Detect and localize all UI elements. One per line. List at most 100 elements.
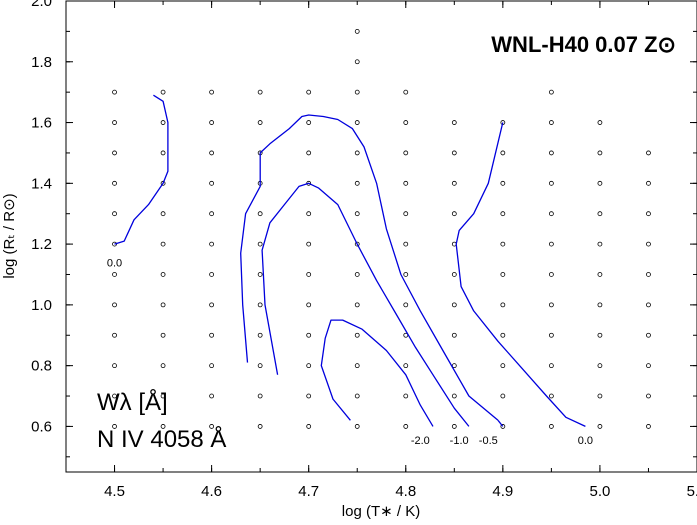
grid-point <box>451 180 457 186</box>
grid-point <box>354 89 360 95</box>
grid-point <box>597 272 603 277</box>
grid-point <box>112 332 117 338</box>
grid-point <box>306 302 312 308</box>
grid-point <box>112 150 117 156</box>
grid-point <box>112 89 117 95</box>
grid-point <box>548 241 554 247</box>
grid-point <box>354 59 360 65</box>
grid-point <box>112 363 117 369</box>
grid-point <box>112 180 117 186</box>
grid-point <box>306 424 312 429</box>
grid-point <box>354 150 360 156</box>
grid-point <box>306 120 312 125</box>
grid-point <box>548 180 554 186</box>
grid-point <box>354 272 360 277</box>
grid-point <box>257 363 263 369</box>
grid-point <box>597 302 603 308</box>
grid-point <box>257 393 263 399</box>
grid-point <box>257 424 263 429</box>
grid-point <box>548 363 554 369</box>
grid-point <box>209 332 215 338</box>
contour-label: -0.5 <box>479 435 498 447</box>
grid-point <box>306 89 312 95</box>
grid-point <box>646 150 651 156</box>
grid-point <box>548 211 554 217</box>
grid-point <box>257 332 263 338</box>
grid-point <box>112 211 117 217</box>
grid-point <box>597 120 603 125</box>
grid-point <box>500 241 506 247</box>
grid-point <box>354 120 360 125</box>
grid-point <box>597 424 603 429</box>
grid-point <box>306 241 312 247</box>
grid-point <box>548 302 554 308</box>
grid-point <box>306 363 312 369</box>
grid-point <box>451 363 457 369</box>
grid-point <box>306 332 312 338</box>
grid-point <box>646 424 651 429</box>
grid-point <box>160 272 166 277</box>
contour-labels: 0.0 -0.5 -1.0 -2.0 0.0 <box>107 257 593 447</box>
grid-point <box>451 424 457 429</box>
contour-line <box>455 122 586 427</box>
grid-point <box>354 302 360 308</box>
tick-labels: 4.5 4.6 4.7 4.8 4.9 5.0 5.1 0.6 0.8 1.0 1.2 1.4 1.6 1… <box>31 0 697 500</box>
grid-point <box>160 393 166 399</box>
grid-point <box>548 89 554 95</box>
grid-point <box>209 302 215 308</box>
grid-point <box>257 302 263 308</box>
contour-label: 0.0 <box>578 435 593 447</box>
grid-point <box>500 302 506 308</box>
grid-point <box>257 89 263 95</box>
grid-point <box>597 150 603 156</box>
grid-point <box>500 332 506 338</box>
grid-point <box>209 272 215 277</box>
grid-point <box>597 241 603 247</box>
grid-point <box>403 120 409 125</box>
grid-point <box>548 150 554 156</box>
grid-point <box>209 120 215 125</box>
grid-point <box>209 150 215 156</box>
grid-point <box>160 332 166 338</box>
grid-point <box>403 424 409 429</box>
grid-point <box>451 211 457 217</box>
grid-point <box>354 211 360 217</box>
grid-point <box>597 180 603 186</box>
contour-line <box>114 94 169 245</box>
grid-point <box>451 120 457 125</box>
y-tick-label: 1.6 <box>31 115 52 132</box>
grid-point <box>112 272 117 277</box>
grid-point <box>160 180 166 186</box>
grid-point <box>646 211 651 217</box>
grid-point <box>646 180 651 186</box>
grid-point <box>209 393 215 399</box>
contour-line <box>497 419 504 427</box>
y-tick-label: 2.0 <box>31 0 52 10</box>
grid-point <box>548 332 554 338</box>
grid-point <box>646 363 651 369</box>
contour-label: -1.0 <box>450 435 469 447</box>
grid-point <box>500 211 506 217</box>
contour-label: -2.0 <box>411 435 430 447</box>
contour-label: 0.0 <box>107 257 122 269</box>
grid-point <box>112 120 117 125</box>
grid-point <box>306 393 312 399</box>
y-tick-label: 1.4 <box>31 175 52 192</box>
grid-point <box>500 363 506 369</box>
grid-point <box>209 363 215 369</box>
x-tick-label: 5.1 <box>687 483 697 500</box>
grid-point <box>548 120 554 125</box>
grid-point <box>597 363 603 369</box>
grid-point <box>403 302 409 308</box>
grid-point <box>209 241 215 247</box>
grid-point <box>403 272 409 277</box>
grid-point <box>160 150 166 156</box>
contour-line <box>320 319 434 427</box>
grid-point <box>646 241 651 247</box>
grid-point <box>403 89 409 95</box>
y-axis-title: log (Rₜ / R⊙) <box>1 193 18 278</box>
grid-point <box>403 180 409 186</box>
grid-point <box>403 393 409 399</box>
grid-point <box>451 302 457 308</box>
grid-point <box>209 180 215 186</box>
